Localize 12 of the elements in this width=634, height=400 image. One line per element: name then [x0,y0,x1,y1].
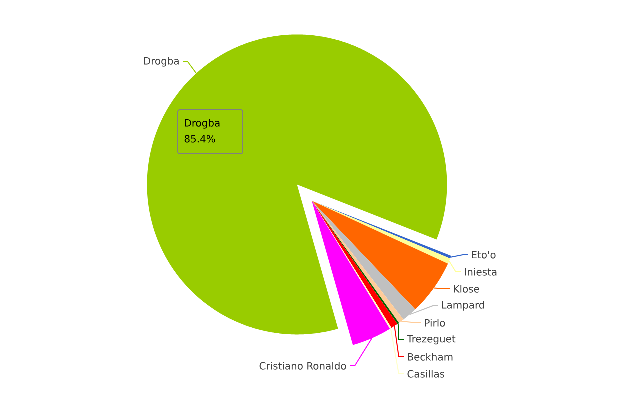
slice-label: Cristiano Ronaldo [260,362,346,370]
slice-label: Lampard [442,301,484,311]
slice-label: Trezeguet [407,335,456,345]
text: Drogba [185,119,220,129]
slice-label: Pirlo [425,319,446,327]
slice-label: Eto'o [472,251,496,259]
slice-label: Casillas [408,370,445,378]
text: 85.4% [184,135,216,143]
slice-label: Iniesta [465,268,497,276]
slice-label: Drogba [144,57,179,67]
slice-label: Klose [454,285,480,293]
slice-label: Beckham [408,353,453,361]
